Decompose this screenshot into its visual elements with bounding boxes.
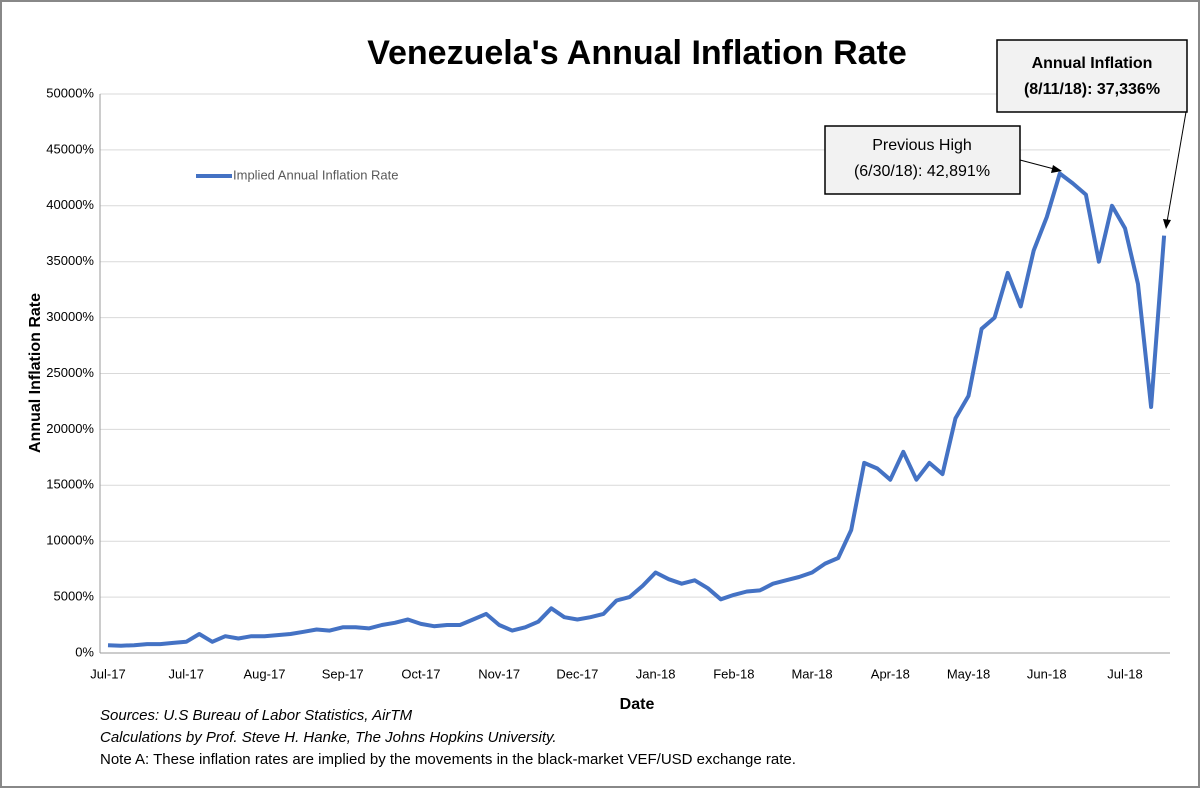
x-tick-label: Jul-18	[1107, 666, 1142, 681]
x-tick-label: Aug-17	[244, 666, 286, 681]
y-tick-label: 25000%	[46, 365, 94, 380]
annotation-box	[996, 39, 1188, 113]
x-tick-label: Jul-17	[169, 666, 204, 681]
x-tick-label: Oct-17	[401, 666, 440, 681]
y-tick-label: 35000%	[46, 253, 94, 268]
x-tick-label: Jan-18	[636, 666, 676, 681]
y-tick-label: 5000%	[54, 589, 95, 604]
note: Calculations by Prof. Steve H. Hanke, Th…	[100, 729, 557, 746]
annotation-text: (8/11/18): 37,336%	[1024, 81, 1160, 98]
note: Sources: U.S Bureau of Labor Statistics,…	[100, 707, 413, 724]
annotation-arrow	[1166, 111, 1187, 223]
y-tick-label: 45000%	[46, 141, 94, 156]
y-axis-label: Annual Inflation Rate	[27, 293, 44, 453]
annotation: Previous High (6/30/18): 42,891%	[824, 125, 1062, 195]
annotation-box	[824, 125, 1021, 195]
y-tick-label: 15000%	[46, 477, 94, 492]
y-tick-label: 10000%	[46, 533, 94, 548]
x-tick-label: Nov-17	[478, 666, 520, 681]
chart-title: Venezuela's Annual Inflation Rate	[367, 34, 907, 72]
x-tick-label: Jul-17	[90, 666, 125, 681]
x-tick-label: Feb-18	[713, 666, 754, 681]
legend-label: Implied Annual Inflation Rate	[233, 167, 399, 182]
x-tick-label: Sep-17	[322, 666, 364, 681]
arrow-head	[1051, 165, 1062, 173]
arrow-head	[1163, 219, 1171, 229]
line-series	[107, 171, 1167, 648]
annotation: Annual Inflation (8/11/18): 37,336%	[996, 39, 1188, 229]
y-tick-label: 30000%	[46, 309, 94, 324]
x-tick-label: Jun-18	[1027, 666, 1067, 681]
x-axis-label: Date	[620, 696, 655, 713]
annotation-arrow	[1019, 159, 1059, 171]
annotation-text: Annual Inflation	[1032, 55, 1153, 72]
x-tick-label: May-18	[947, 666, 990, 681]
note: Note A: These inflation rates are implie…	[100, 751, 796, 768]
y-tick-label: 0%	[75, 644, 94, 659]
y-tick-label: 20000%	[46, 421, 94, 436]
y-tick-label: 40000%	[46, 197, 94, 212]
x-tick-label: Dec-17	[556, 666, 598, 681]
y-tick-label: 50000%	[46, 85, 94, 100]
x-tick-label: Apr-18	[871, 666, 910, 681]
annotation-text: Previous High	[872, 137, 972, 154]
x-tick-label: Mar-18	[791, 666, 832, 681]
annotation-text: (6/30/18): 42,891%	[854, 163, 990, 180]
